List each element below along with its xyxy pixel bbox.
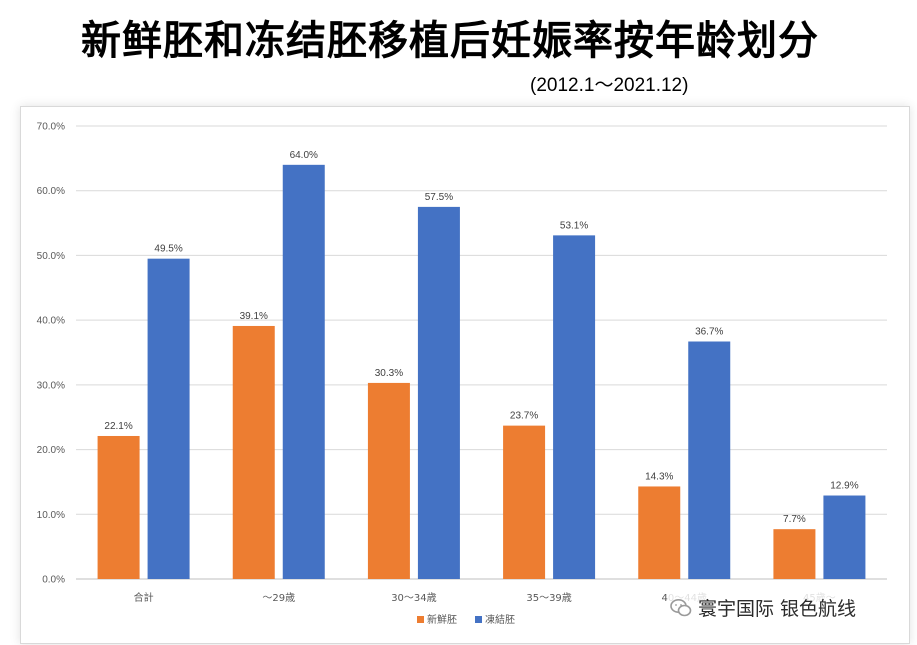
data-label: 57.5%	[425, 192, 453, 203]
x-category-label: 35～39歳	[526, 592, 571, 604]
watermark: 寰宇国际 银色航线	[668, 592, 861, 623]
y-tick-label: 40.0%	[37, 316, 65, 327]
y-tick-label: 70.0%	[37, 122, 65, 133]
watermark-text: 寰宇国际 银色航线	[698, 598, 857, 620]
page-subtitle: (2012.1～2021.12)	[530, 75, 689, 96]
bar-frozen	[688, 341, 731, 579]
x-category-label: 合計	[134, 591, 154, 604]
legend-swatch	[475, 616, 482, 623]
data-label: 7.7%	[783, 514, 806, 525]
bar-frozen	[417, 206, 460, 579]
bar-chart: 0.0% 10.0% 20.0% 30.0% 40.0% 50.0% 60.0% 70.0% 2…	[37, 122, 887, 626]
wechat-icon	[670, 598, 692, 616]
y-tick-label: 30.0%	[37, 380, 65, 391]
bar-frozen	[147, 258, 190, 579]
chart-panel: 0.0% 10.0% 20.0% 30.0% 40.0% 50.0% 60.0% 70.0% 2…	[20, 106, 910, 644]
y-tick-label: 0.0%	[42, 575, 65, 586]
data-label: 23.7%	[510, 411, 538, 422]
x-category-label: ～29歳	[262, 592, 295, 604]
bar-fresh	[232, 325, 275, 579]
y-tick-label: 20.0%	[37, 445, 65, 456]
x-category-label: 30～34歳	[391, 592, 436, 604]
bar-fresh	[638, 486, 681, 579]
bar-fresh	[97, 435, 140, 579]
legend-label: 新鮮胚	[427, 613, 457, 626]
bar-fresh	[367, 382, 410, 579]
legend-label: 凍結胚	[485, 613, 515, 626]
data-label: 49.5%	[154, 244, 182, 255]
bar-fresh	[773, 529, 816, 579]
data-label: 30.3%	[375, 368, 403, 379]
bar-frozen	[823, 495, 866, 579]
bar-frozen	[282, 164, 325, 580]
bar-fresh	[503, 425, 546, 579]
y-tick-label: 60.0%	[37, 186, 65, 197]
data-label: 14.3%	[645, 471, 673, 482]
data-label: 64.0%	[290, 150, 318, 161]
y-tick-label: 10.0%	[37, 510, 65, 521]
data-label: 39.1%	[240, 311, 268, 322]
data-label: 36.7%	[695, 326, 723, 337]
page-title: 新鲜胚和冻结胚移植后妊娠率按年龄划分	[81, 18, 819, 64]
bar-frozen	[553, 235, 596, 580]
legend-swatch	[417, 616, 424, 623]
data-label: 12.9%	[830, 481, 858, 492]
y-tick-label: 50.0%	[37, 251, 65, 262]
data-label: 53.1%	[560, 220, 588, 231]
data-label: 22.1%	[104, 421, 132, 432]
